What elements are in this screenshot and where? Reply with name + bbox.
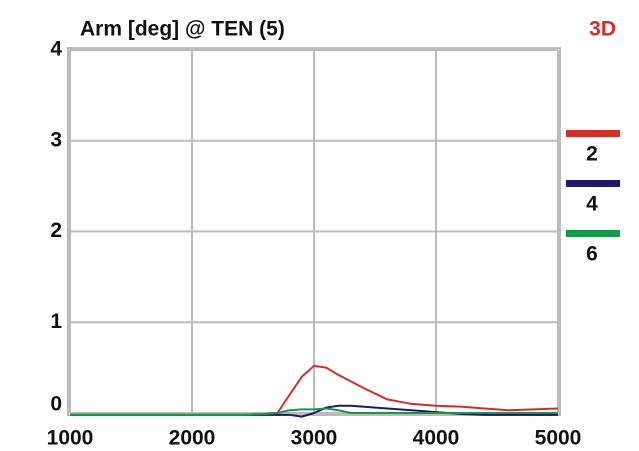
- y-tick-label: 0: [50, 393, 62, 416]
- x-tick-label: 1000: [47, 427, 94, 450]
- legend-label: 2: [586, 143, 598, 166]
- y-tick-label: 4: [50, 38, 62, 61]
- y-tick-label: 2: [50, 219, 62, 242]
- legend-swatch: [566, 130, 620, 137]
- legend-swatch: [566, 230, 620, 237]
- y-tick-label: 1: [50, 310, 62, 333]
- plot-area: [67, 47, 561, 416]
- y-tick-label: 3: [50, 128, 62, 151]
- x-tick-label: 4000: [413, 427, 460, 450]
- series-line: [70, 407, 558, 416]
- x-tick-label: 2000: [169, 427, 216, 450]
- annotation: 3D: [589, 18, 616, 41]
- chart-title: Arm [deg] @ TEN (5): [80, 18, 285, 41]
- x-tick-label: 5000: [535, 427, 582, 450]
- x-tick-label: 3000: [291, 427, 338, 450]
- legend-label: 4: [586, 193, 598, 216]
- legend-label: 6: [586, 243, 598, 266]
- legend-swatch: [566, 180, 620, 187]
